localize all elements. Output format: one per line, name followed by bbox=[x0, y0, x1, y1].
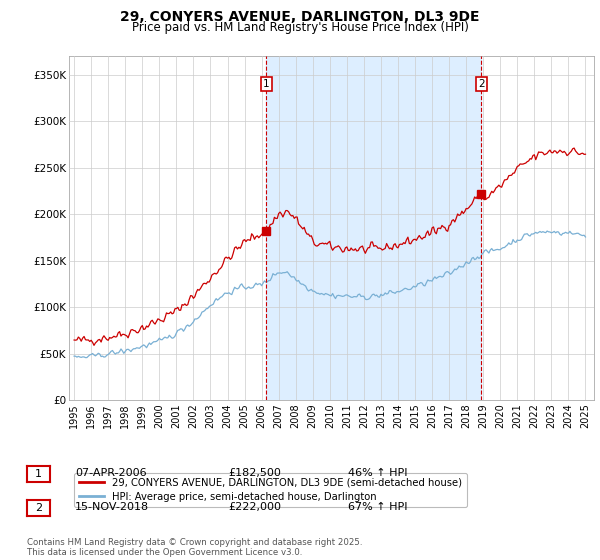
Text: £222,000: £222,000 bbox=[228, 502, 281, 512]
Legend: 29, CONYERS AVENUE, DARLINGTON, DL3 9DE (semi-detached house), HPI: Average pric: 29, CONYERS AVENUE, DARLINGTON, DL3 9DE … bbox=[74, 473, 467, 507]
Text: Price paid vs. HM Land Registry's House Price Index (HPI): Price paid vs. HM Land Registry's House … bbox=[131, 21, 469, 34]
Text: 2: 2 bbox=[478, 79, 484, 89]
Text: 2: 2 bbox=[35, 503, 42, 513]
Text: 07-APR-2006: 07-APR-2006 bbox=[75, 468, 146, 478]
Text: 1: 1 bbox=[263, 79, 269, 89]
Text: 29, CONYERS AVENUE, DARLINGTON, DL3 9DE: 29, CONYERS AVENUE, DARLINGTON, DL3 9DE bbox=[120, 10, 480, 24]
Text: 15-NOV-2018: 15-NOV-2018 bbox=[75, 502, 149, 512]
Text: 1: 1 bbox=[35, 469, 42, 479]
Bar bbox=[266, 56, 481, 400]
Text: 67% ↑ HPI: 67% ↑ HPI bbox=[348, 502, 407, 512]
Text: 46% ↑ HPI: 46% ↑ HPI bbox=[348, 468, 407, 478]
Text: Contains HM Land Registry data © Crown copyright and database right 2025.
This d: Contains HM Land Registry data © Crown c… bbox=[27, 538, 362, 557]
Text: £182,500: £182,500 bbox=[228, 468, 281, 478]
